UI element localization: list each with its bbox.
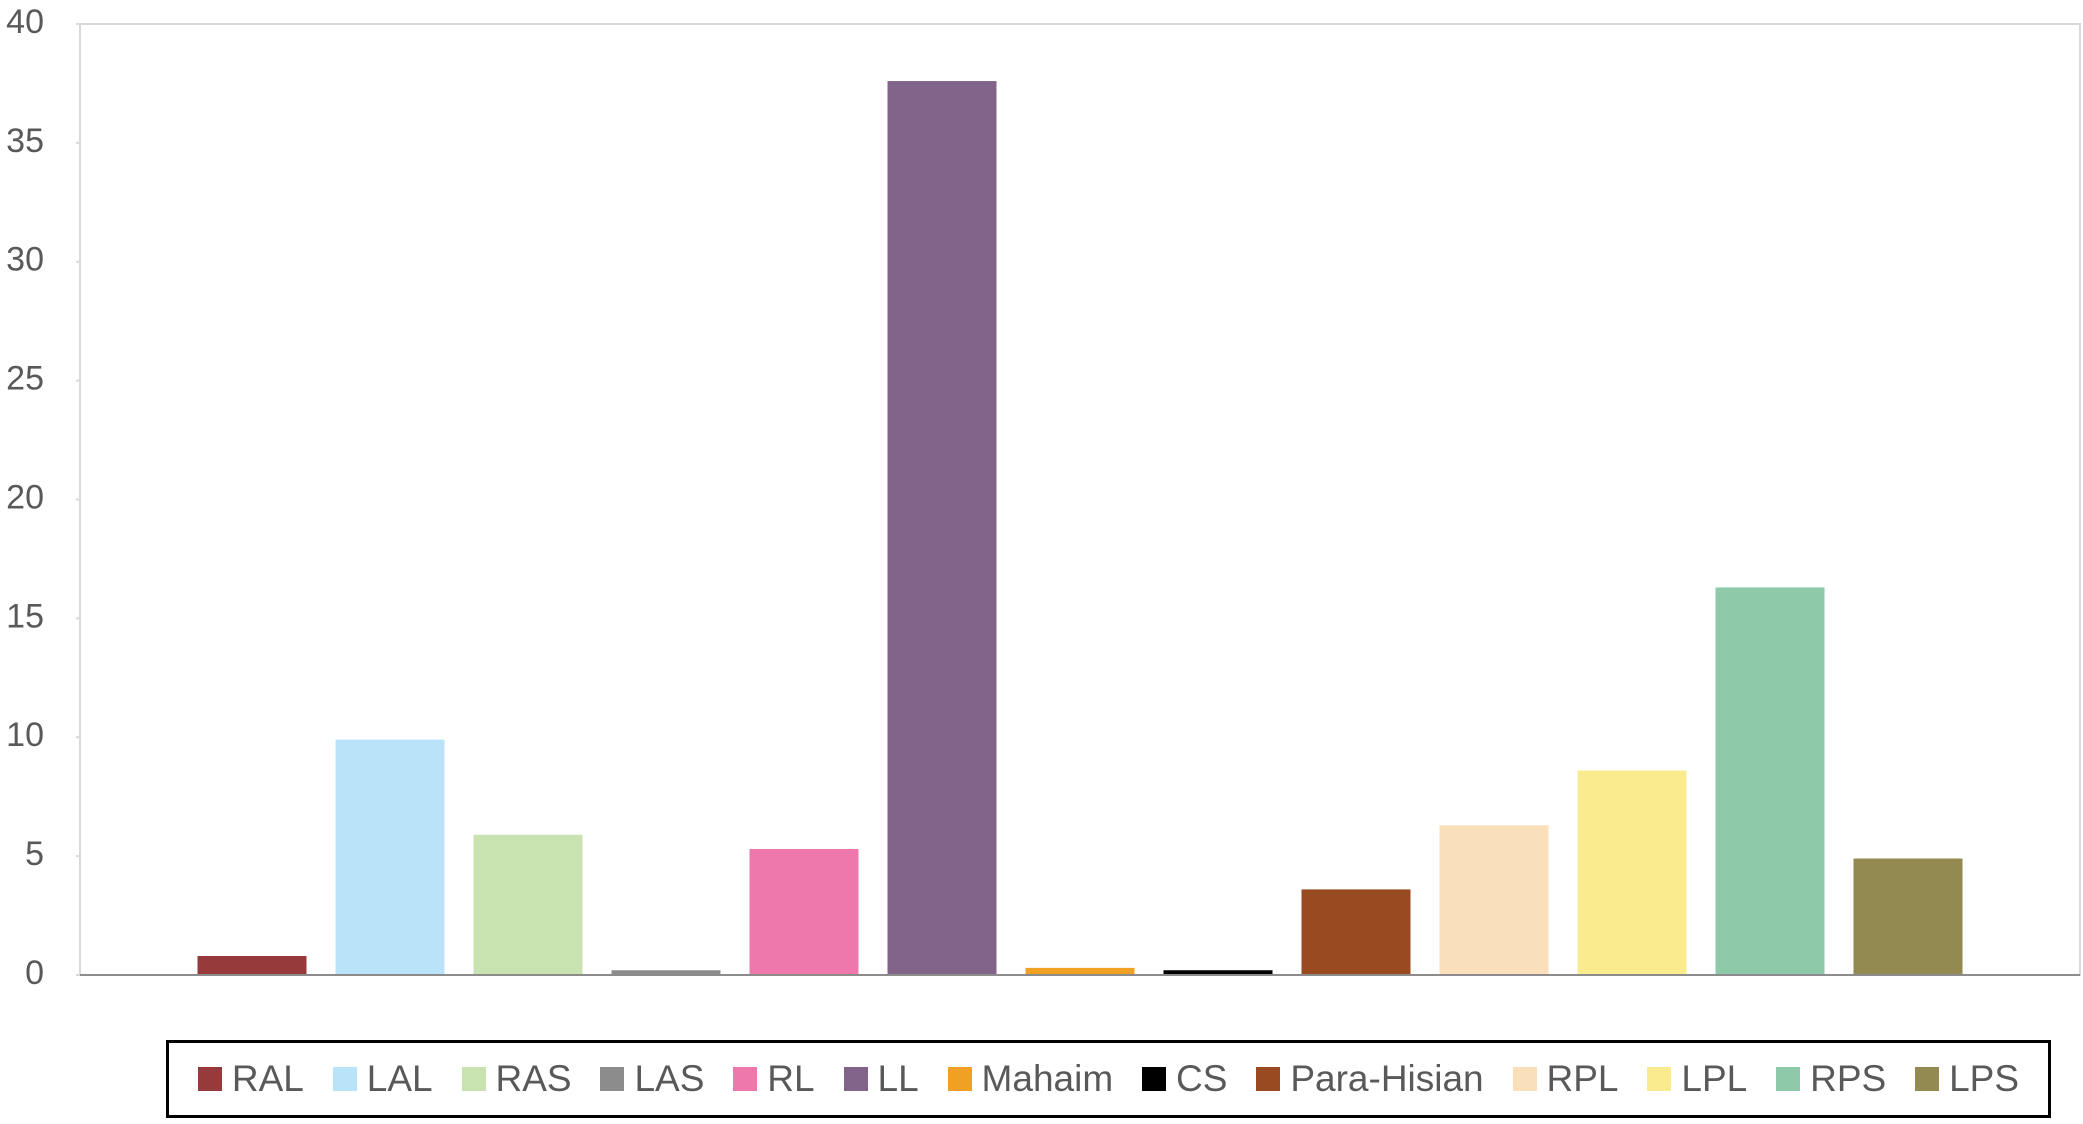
bar (1439, 825, 1549, 975)
legend-swatch (843, 1067, 868, 1091)
legend-label: RL (767, 1058, 815, 1099)
legend-item: CS (1142, 1058, 1227, 1100)
legend-item: LPL (1647, 1058, 1747, 1100)
legend-swatch (197, 1067, 222, 1091)
chart: 0 5 10 15 20 25 30 35 40 (6, 3, 2081, 992)
legend-swatch (332, 1067, 357, 1091)
y-tick-label: 30 (6, 241, 44, 279)
bar (887, 81, 997, 975)
legend-swatch (1647, 1067, 1672, 1091)
legend-label: LAS (634, 1058, 705, 1099)
legend-swatch (1256, 1067, 1281, 1091)
bar (611, 970, 721, 975)
legend-item: RPL (1512, 1058, 1619, 1100)
legend-item: RAS (461, 1058, 572, 1100)
y-tick-label: 15 (6, 597, 44, 635)
legend-swatch (461, 1067, 486, 1091)
legend-item: LAL (332, 1058, 433, 1100)
y-tick-label: 20 (6, 478, 44, 516)
legend: RAL LAL RAS LAS RL LL Mahaim CS Para-Hisian RPL LP… (166, 1040, 2051, 1118)
legend-label: RPL (1546, 1058, 1619, 1099)
legend-label: RPS (1810, 1058, 1887, 1099)
legend-item: LPS (1915, 1058, 2019, 1100)
legend-label: LL (877, 1058, 919, 1099)
legend-item: LAS (600, 1058, 704, 1100)
y-tick-label: 5 (25, 835, 44, 873)
legend-label: RAS (495, 1058, 572, 1099)
bar (1853, 858, 1963, 975)
bar (1301, 889, 1411, 975)
bar (473, 834, 583, 975)
legend-item: Para-Hisian (1256, 1058, 1484, 1100)
bar (749, 848, 859, 975)
legend-swatch (1776, 1067, 1801, 1091)
y-tick-label: 40 (6, 3, 44, 41)
bar (1715, 587, 1825, 975)
legend-swatch (1512, 1067, 1537, 1091)
legend-item: Mahaim (947, 1058, 1114, 1100)
legend-item: RPS (1776, 1058, 1886, 1100)
legend-label: CS (1176, 1058, 1228, 1099)
bar (197, 955, 307, 975)
y-tick-label: 10 (6, 716, 44, 754)
legend-swatch (1915, 1067, 1940, 1091)
legend-swatch (733, 1067, 758, 1091)
bar (335, 739, 445, 975)
bar (1577, 770, 1687, 975)
legend-label: LPL (1681, 1058, 1748, 1099)
bar (1163, 970, 1273, 975)
legend-item: RAL (197, 1058, 304, 1100)
y-tick-label: 0 (25, 954, 44, 992)
legend-item: RL (733, 1058, 815, 1100)
bar (1025, 967, 1135, 975)
legend-label: LPS (1949, 1058, 2020, 1099)
legend-label: Mahaim (981, 1058, 1114, 1099)
y-tick-label: 35 (6, 122, 44, 160)
y-tick-label: 25 (6, 360, 44, 398)
legend-swatch (1142, 1067, 1167, 1091)
legend-swatch (947, 1067, 972, 1091)
legend-label: RAL (231, 1058, 304, 1099)
legend-swatch (600, 1067, 625, 1091)
legend-item: LL (843, 1058, 919, 1100)
legend-label: LAL (366, 1058, 433, 1099)
legend-label: Para-Hisian (1290, 1058, 1484, 1099)
